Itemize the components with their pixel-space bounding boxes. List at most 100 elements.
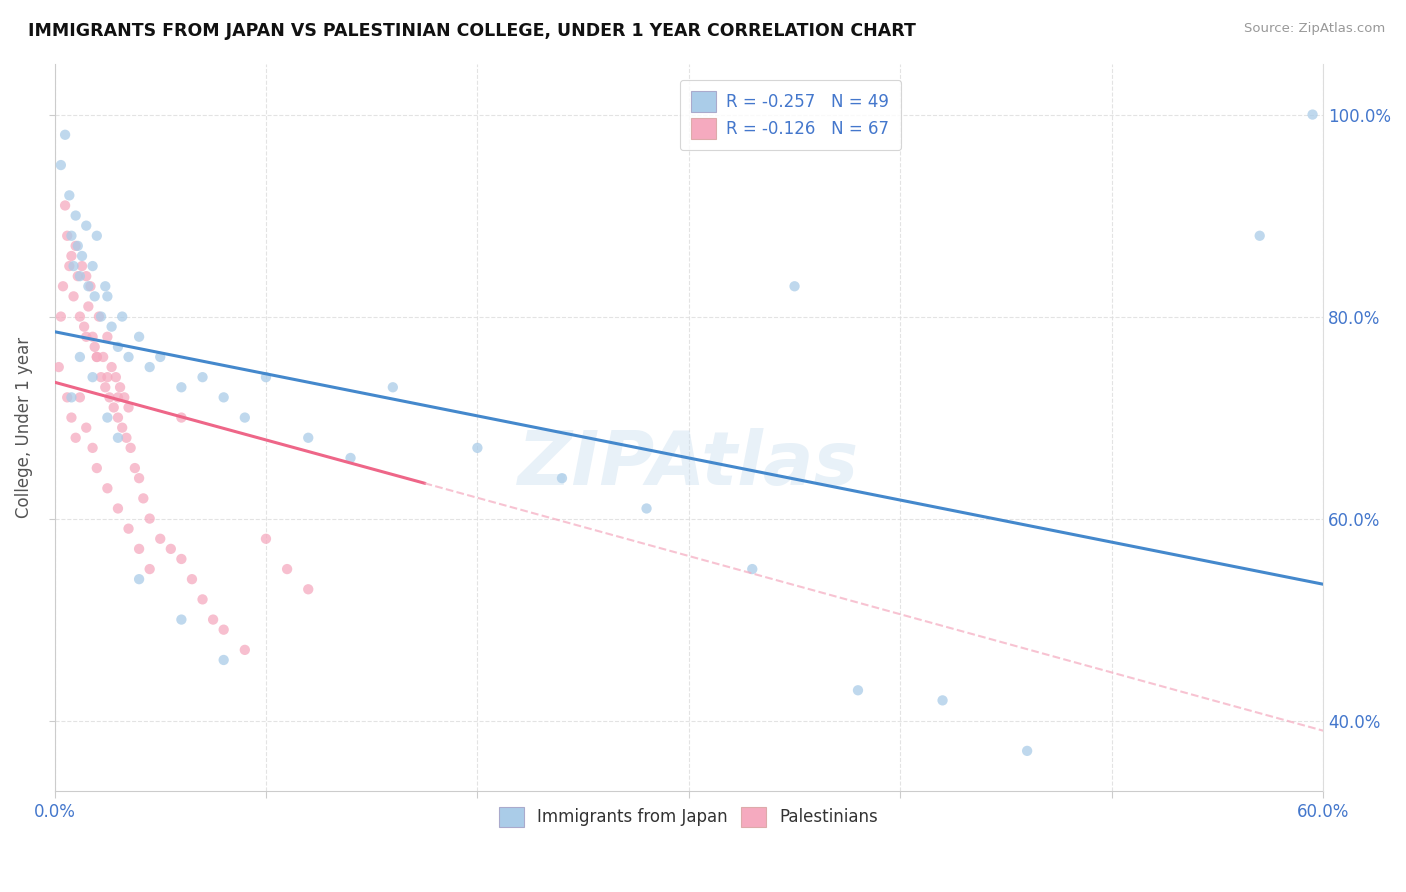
Point: [70, 259, 93, 273]
Point: [254, 370, 277, 384]
Point: [212, 623, 235, 637]
Point: [60, 390, 83, 404]
Text: Source: ZipAtlas.com: Source: ZipAtlas.com: [1244, 22, 1385, 36]
Point: [132, 491, 155, 506]
Point: [741, 562, 763, 576]
Point: [96, 410, 118, 425]
Point: [98, 390, 121, 404]
Point: [66, 239, 89, 253]
Point: [111, 310, 134, 324]
Point: [107, 340, 129, 354]
Point: [107, 501, 129, 516]
Point: [62, 289, 84, 303]
Point: [70, 249, 93, 263]
Point: [77, 300, 100, 314]
Point: [79, 279, 101, 293]
Point: [83, 340, 105, 354]
Point: [65, 209, 87, 223]
Point: [170, 613, 193, 627]
Point: [100, 360, 122, 375]
Point: [467, 441, 489, 455]
Point: [83, 289, 105, 303]
Point: [87, 310, 110, 324]
Point: [66, 269, 89, 284]
Point: [112, 390, 135, 404]
Point: [65, 239, 87, 253]
Point: [128, 471, 150, 485]
Point: [124, 461, 146, 475]
Point: [128, 330, 150, 344]
Point: [115, 431, 138, 445]
Point: [107, 390, 129, 404]
Legend: Immigrants from Japan, Palestinians: Immigrants from Japan, Palestinians: [491, 798, 887, 835]
Point: [636, 501, 658, 516]
Point: [104, 370, 127, 384]
Point: [75, 269, 97, 284]
Point: [75, 219, 97, 233]
Y-axis label: College, Under 1 year: College, Under 1 year: [15, 337, 32, 518]
Point: [254, 532, 277, 546]
Point: [91, 350, 114, 364]
Point: [86, 350, 108, 364]
Point: [212, 653, 235, 667]
Point: [117, 522, 139, 536]
Point: [138, 562, 160, 576]
Point: [65, 431, 87, 445]
Point: [191, 370, 214, 384]
Point: [111, 420, 134, 434]
Point: [48, 360, 70, 375]
Point: [96, 481, 118, 495]
Point: [103, 401, 125, 415]
Point: [77, 279, 100, 293]
Point: [94, 279, 117, 293]
Point: [49, 158, 72, 172]
Point: [69, 350, 91, 364]
Point: [100, 319, 122, 334]
Point: [60, 410, 83, 425]
Point: [297, 582, 319, 597]
Point: [233, 410, 256, 425]
Point: [149, 350, 172, 364]
Point: [60, 249, 83, 263]
Point: [69, 269, 91, 284]
Point: [86, 350, 108, 364]
Point: [58, 259, 80, 273]
Point: [58, 188, 80, 202]
Point: [191, 592, 214, 607]
Point: [159, 541, 181, 556]
Point: [108, 380, 131, 394]
Point: [96, 289, 118, 303]
Point: [339, 450, 361, 465]
Point: [73, 319, 96, 334]
Point: [86, 461, 108, 475]
Point: [96, 370, 118, 384]
Point: [783, 279, 806, 293]
Point: [117, 350, 139, 364]
Point: [56, 390, 79, 404]
Point: [931, 693, 953, 707]
Point: [62, 259, 84, 273]
Point: [149, 532, 172, 546]
Point: [82, 370, 104, 384]
Point: [120, 441, 142, 455]
Point: [138, 511, 160, 525]
Point: [56, 228, 79, 243]
Point: [94, 380, 117, 394]
Point: [276, 562, 298, 576]
Point: [69, 310, 91, 324]
Point: [1302, 107, 1324, 121]
Point: [297, 431, 319, 445]
Text: IMMIGRANTS FROM JAPAN VS PALESTINIAN COLLEGE, UNDER 1 YEAR CORRELATION CHART: IMMIGRANTS FROM JAPAN VS PALESTINIAN COL…: [28, 22, 915, 40]
Point: [86, 228, 108, 243]
Point: [181, 572, 204, 586]
Point: [96, 330, 118, 344]
Point: [846, 683, 869, 698]
Point: [82, 330, 104, 344]
Point: [551, 471, 574, 485]
Point: [117, 401, 139, 415]
Point: [381, 380, 404, 394]
Point: [82, 441, 104, 455]
Point: [90, 370, 112, 384]
Point: [128, 572, 150, 586]
Point: [212, 390, 235, 404]
